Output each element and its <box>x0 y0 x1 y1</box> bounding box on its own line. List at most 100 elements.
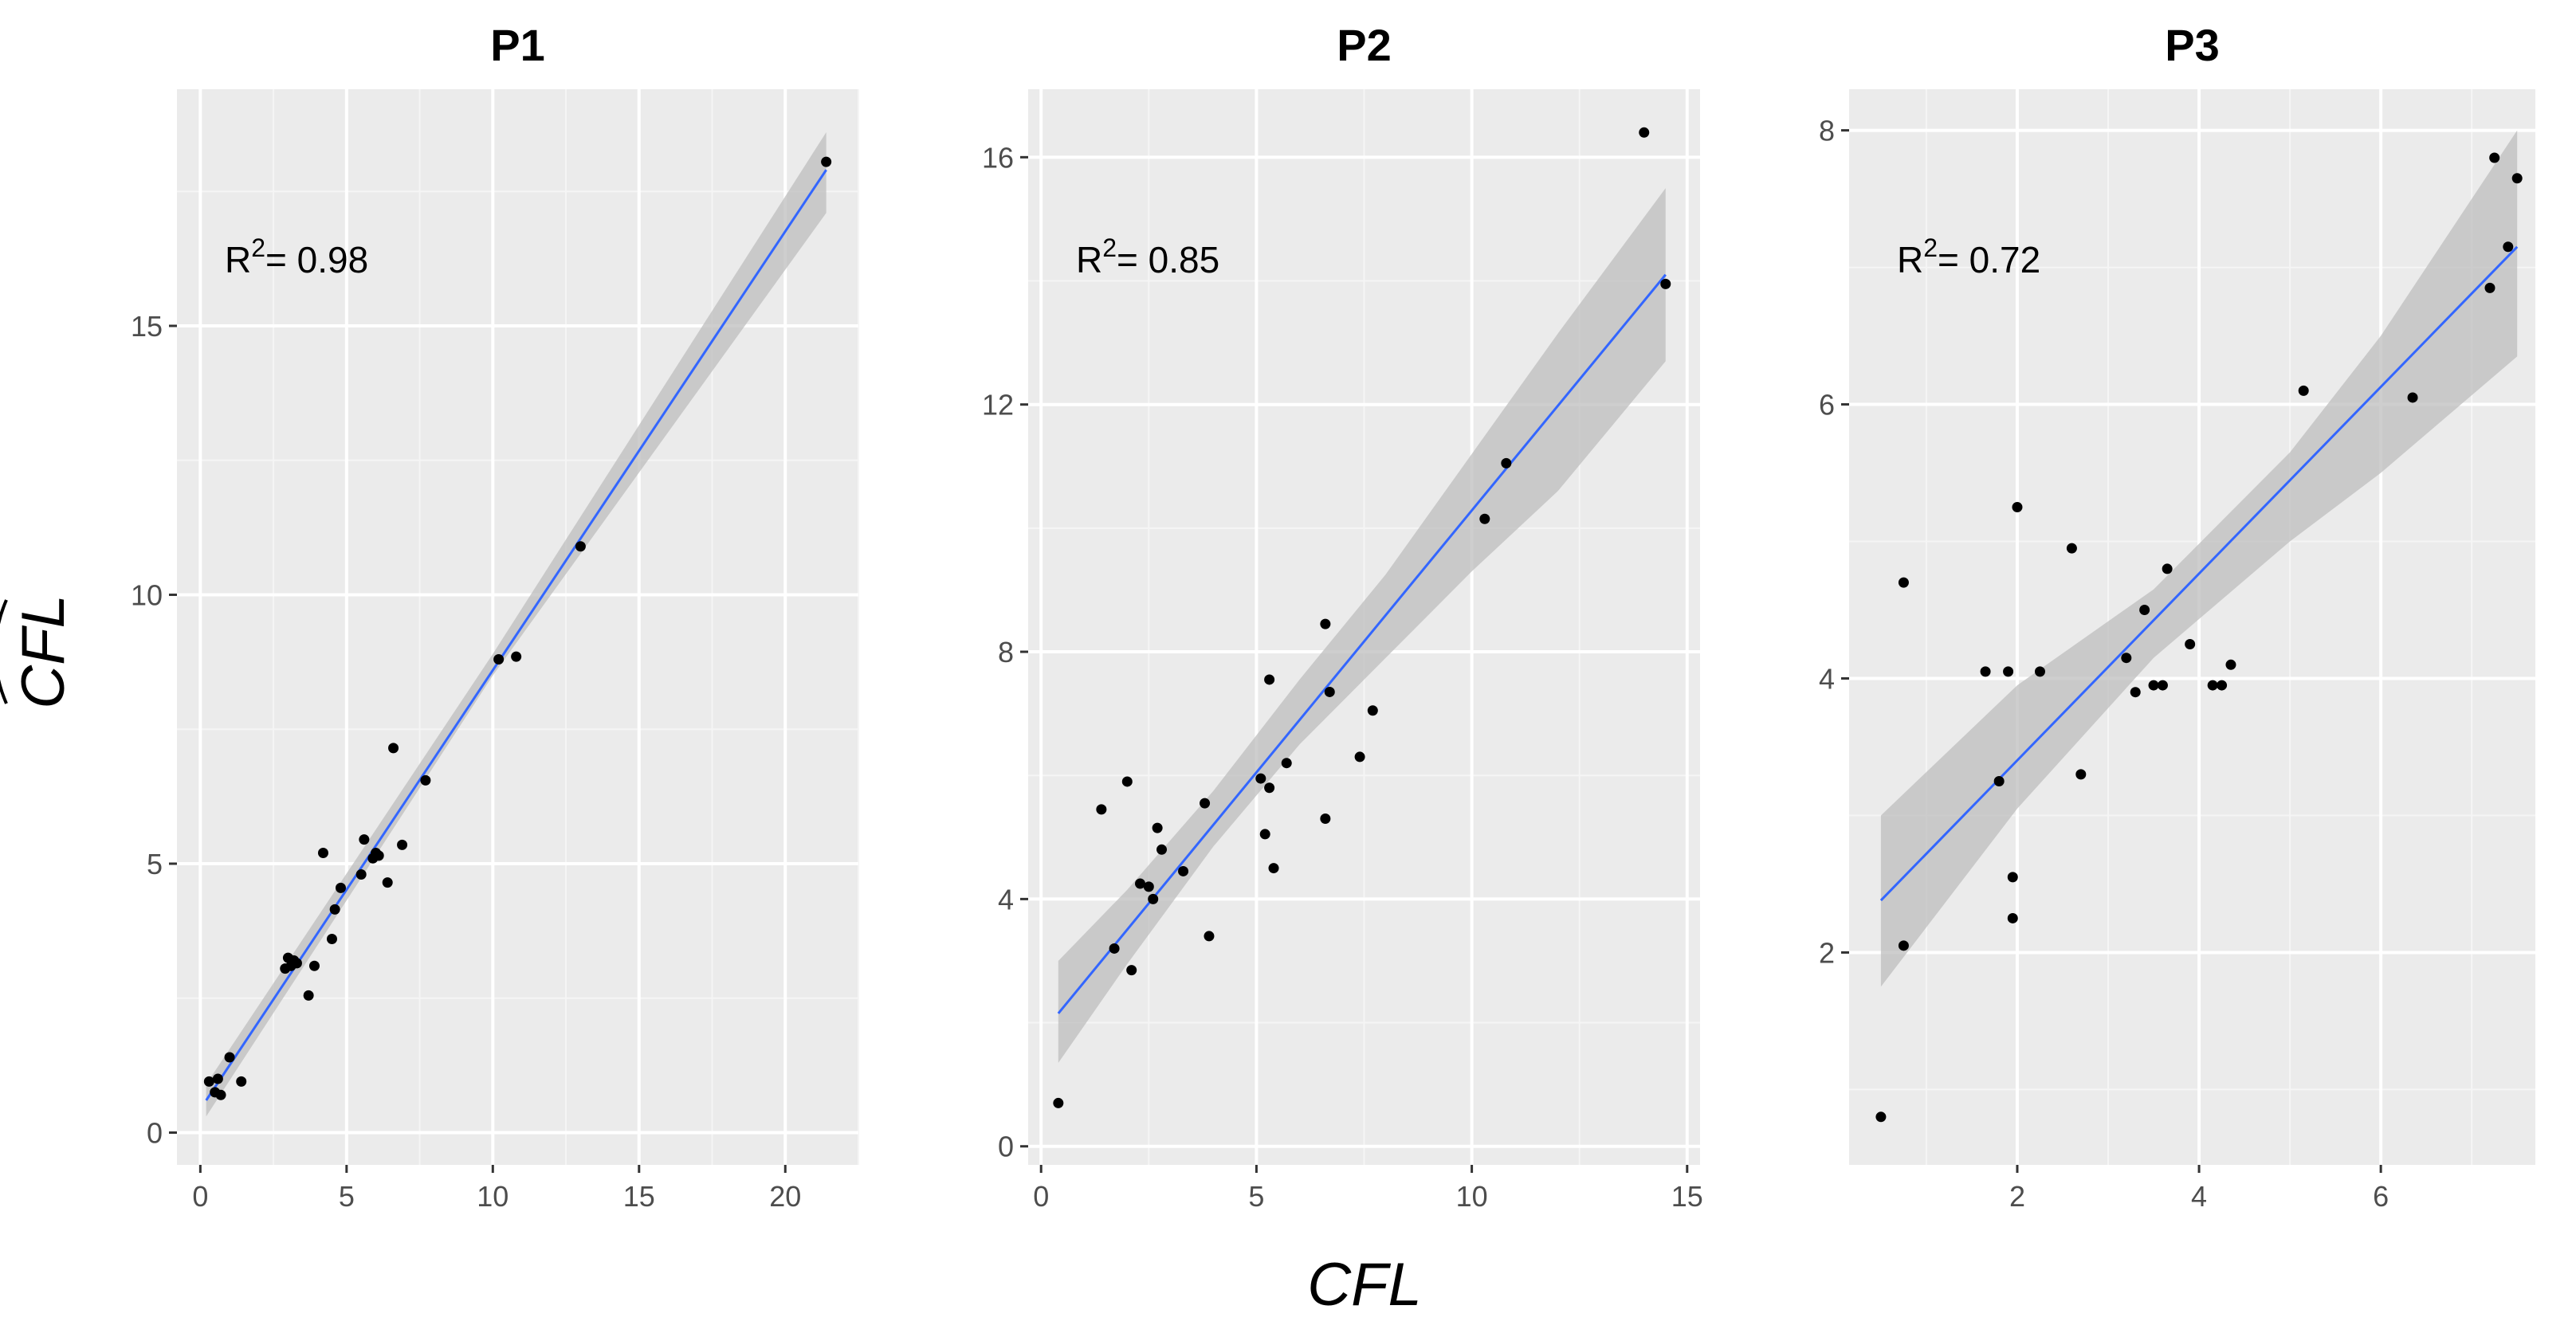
data-point <box>215 1089 226 1100</box>
x-tick-label: 0 <box>1033 1180 1049 1213</box>
data-point <box>1898 940 1909 951</box>
x-tick-label: 15 <box>1671 1180 1703 1213</box>
data-point <box>1324 686 1335 697</box>
y-tick-label: 0 <box>998 1131 1014 1163</box>
r-squared-annotation: R2= 0.85 <box>1076 233 1219 280</box>
y-tick-label: 2 <box>1819 936 1835 969</box>
x-tick-label: 6 <box>2373 1180 2389 1213</box>
regression-line <box>1879 245 2519 902</box>
data-point <box>2225 659 2236 670</box>
data-point <box>308 960 320 971</box>
r-squared-prefix: R <box>225 239 251 280</box>
plot-background <box>1849 89 2535 1165</box>
r-squared-superscript: 2 <box>1923 233 1938 262</box>
data-point <box>1156 844 1168 855</box>
x-axis-title: CFL <box>1307 1251 1422 1319</box>
data-point <box>2007 872 2018 883</box>
data-point <box>355 869 367 880</box>
data-point <box>1875 1111 1887 1123</box>
regression-line <box>205 169 827 1101</box>
regression-line <box>1057 273 1667 1014</box>
data-point <box>2484 282 2496 293</box>
data-point <box>2157 680 2168 691</box>
data-point <box>1639 127 1650 138</box>
data-point <box>2003 666 2014 677</box>
panel-p1: P1 0 5 10 15 20 0 5 10 15 R2= 0.98 <box>131 20 859 1213</box>
data-point <box>326 934 337 944</box>
data-point <box>2034 666 2045 677</box>
data-point <box>2511 173 2523 184</box>
data-point <box>1264 782 1275 794</box>
x-tick-label: 10 <box>477 1180 509 1213</box>
data-point <box>1264 674 1275 685</box>
data-point <box>1898 577 1909 588</box>
panel-p2: P2 0 5 10 15 0 4 8 12 16 R2= 0.85 <box>982 20 1703 1213</box>
r-squared-value: = 0.85 <box>1117 239 1219 280</box>
y-tick-label: 4 <box>1819 662 1835 695</box>
y-tick-label: 12 <box>982 389 1014 421</box>
r-squared-superscript: 2 <box>251 233 265 262</box>
x-tick-label: 15 <box>623 1180 655 1213</box>
data-point <box>1148 893 1159 904</box>
data-point <box>1479 513 1490 524</box>
data-point <box>2148 680 2159 691</box>
data-point <box>291 958 302 969</box>
x-tick-label: 5 <box>1248 1180 1264 1213</box>
y-tick-label: 6 <box>1819 389 1835 421</box>
data-point <box>388 743 399 754</box>
data-point <box>1993 775 2005 786</box>
r-squared-prefix: R <box>1076 239 1102 280</box>
y-axis-title-hat <box>0 599 8 704</box>
r-squared-annotation: R2= 0.98 <box>225 233 368 280</box>
data-point <box>2298 385 2309 396</box>
data-point <box>1354 751 1365 763</box>
data-point <box>1255 773 1266 784</box>
y-tick-label: 8 <box>1819 115 1835 147</box>
data-point <box>1200 798 1211 809</box>
y-tick-label: 5 <box>147 848 163 880</box>
y-tick-label: 0 <box>147 1117 163 1150</box>
data-point <box>1109 943 1120 954</box>
data-point <box>2185 638 2196 649</box>
y-axis-title-text: CFL <box>10 594 77 709</box>
data-point <box>1660 278 1671 289</box>
data-point <box>1980 666 1991 677</box>
y-tick-label: 10 <box>131 579 163 612</box>
data-point <box>1152 822 1163 833</box>
data-point <box>1178 865 1189 876</box>
data-point <box>382 877 393 888</box>
panel-title: P1 <box>490 20 545 70</box>
confidence-ribbon <box>1058 188 1666 1063</box>
data-point <box>2130 687 2141 698</box>
x-tick-label: 0 <box>192 1180 208 1213</box>
y-tick-label: 16 <box>982 141 1014 174</box>
r-squared-prefix: R <box>1897 239 1923 280</box>
y-tick-label: 8 <box>998 636 1014 668</box>
y-tick-label: 15 <box>131 310 163 343</box>
data-point <box>821 156 832 167</box>
data-point <box>2162 563 2173 574</box>
data-point <box>1320 813 1331 825</box>
data-point <box>2121 653 2132 664</box>
data-point <box>212 1073 223 1084</box>
x-tick-label: 2 <box>2009 1180 2025 1213</box>
data-point <box>224 1052 235 1063</box>
data-point <box>1281 758 1292 769</box>
data-point <box>1367 705 1378 716</box>
data-point <box>2012 502 2023 513</box>
data-point <box>511 651 522 662</box>
data-point <box>420 774 431 786</box>
y-tick-label: 4 <box>998 883 1014 915</box>
x-tick-label: 10 <box>1456 1180 1488 1213</box>
x-tick-label: 20 <box>769 1180 801 1213</box>
data-point <box>2207 680 2218 691</box>
data-point <box>2489 152 2500 163</box>
panel-title: P2 <box>1337 20 1392 70</box>
r-squared-value: = 0.72 <box>1938 239 2040 280</box>
data-point <box>1053 1097 1064 1108</box>
data-point <box>1268 863 1279 874</box>
data-point <box>203 1076 214 1087</box>
data-point <box>317 848 328 858</box>
confidence-ribbon <box>1880 130 2518 987</box>
